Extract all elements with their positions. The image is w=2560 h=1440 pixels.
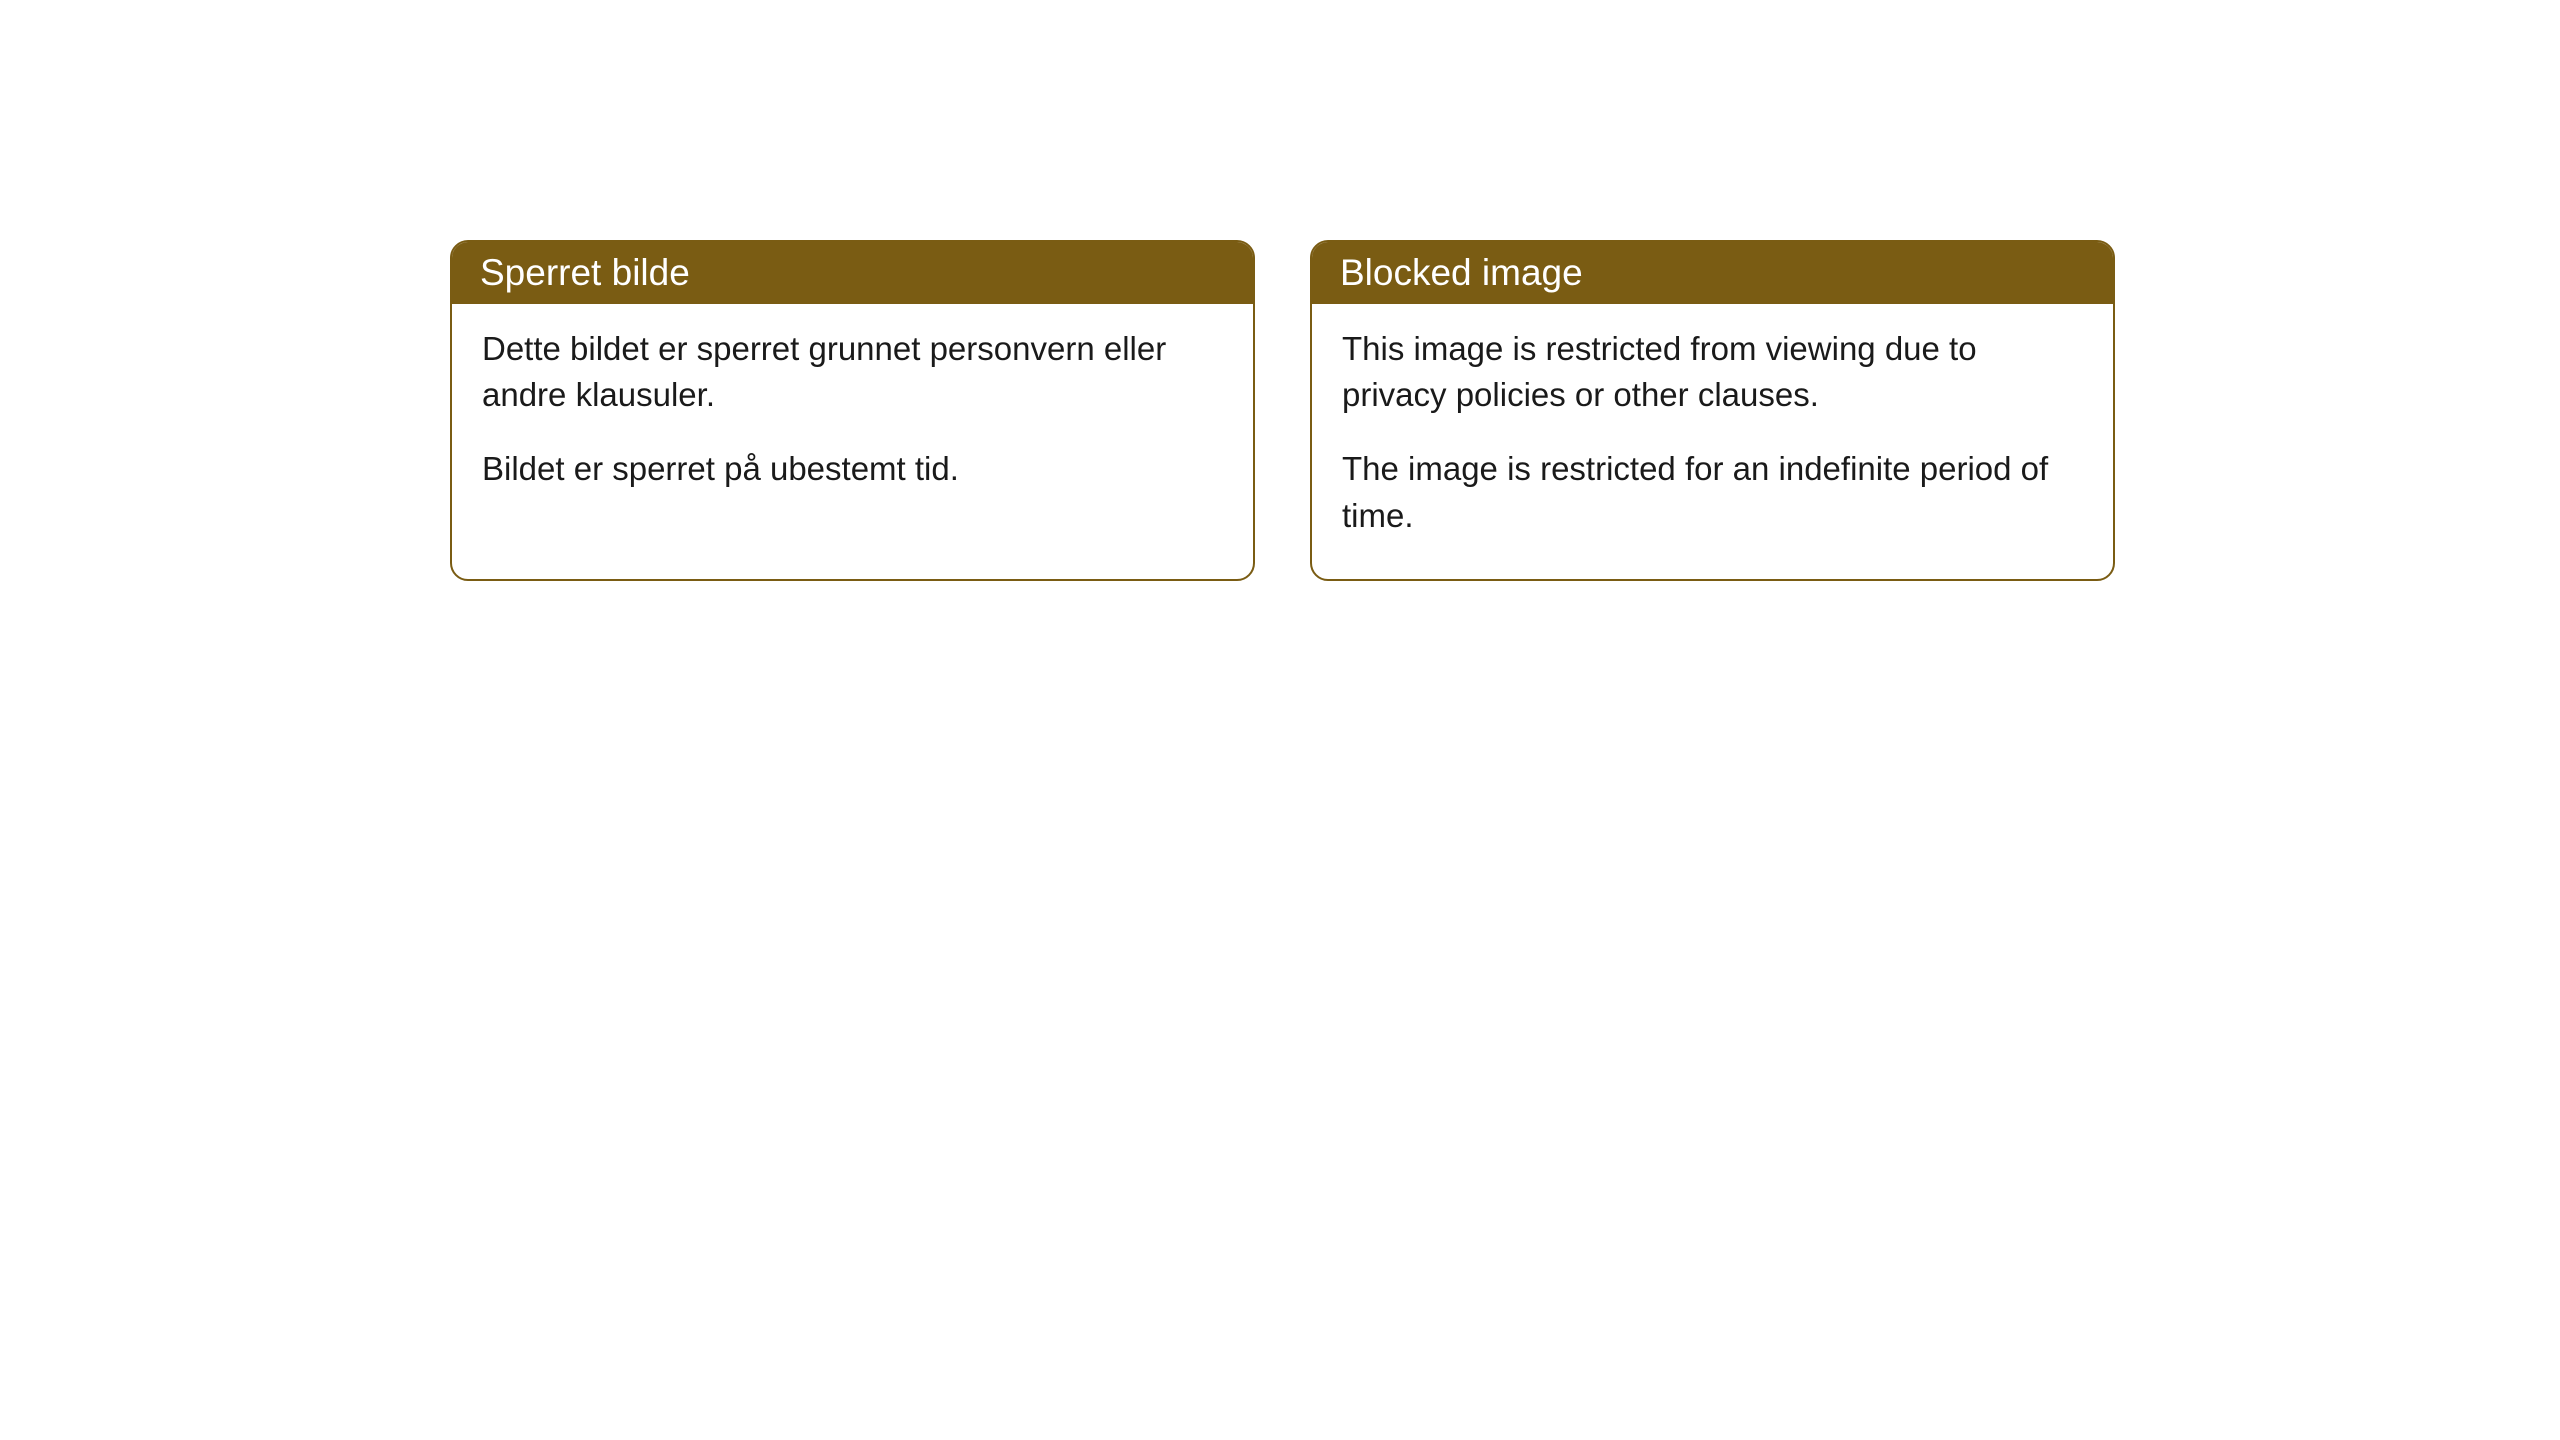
card-paragraph: Dette bildet er sperret grunnet personve… (482, 326, 1223, 418)
card-paragraph: Bildet er sperret på ubestemt tid. (482, 446, 1223, 492)
card-title: Blocked image (1340, 252, 1583, 293)
card-header: Sperret bilde (452, 242, 1253, 304)
card-title: Sperret bilde (480, 252, 690, 293)
card-header: Blocked image (1312, 242, 2113, 304)
notice-cards-container: Sperret bilde Dette bildet er sperret gr… (450, 240, 2115, 581)
notice-card-english: Blocked image This image is restricted f… (1310, 240, 2115, 581)
card-paragraph: The image is restricted for an indefinit… (1342, 446, 2083, 538)
notice-card-norwegian: Sperret bilde Dette bildet er sperret gr… (450, 240, 1255, 581)
card-body: Dette bildet er sperret grunnet personve… (452, 304, 1253, 533)
card-paragraph: This image is restricted from viewing du… (1342, 326, 2083, 418)
card-body: This image is restricted from viewing du… (1312, 304, 2113, 579)
